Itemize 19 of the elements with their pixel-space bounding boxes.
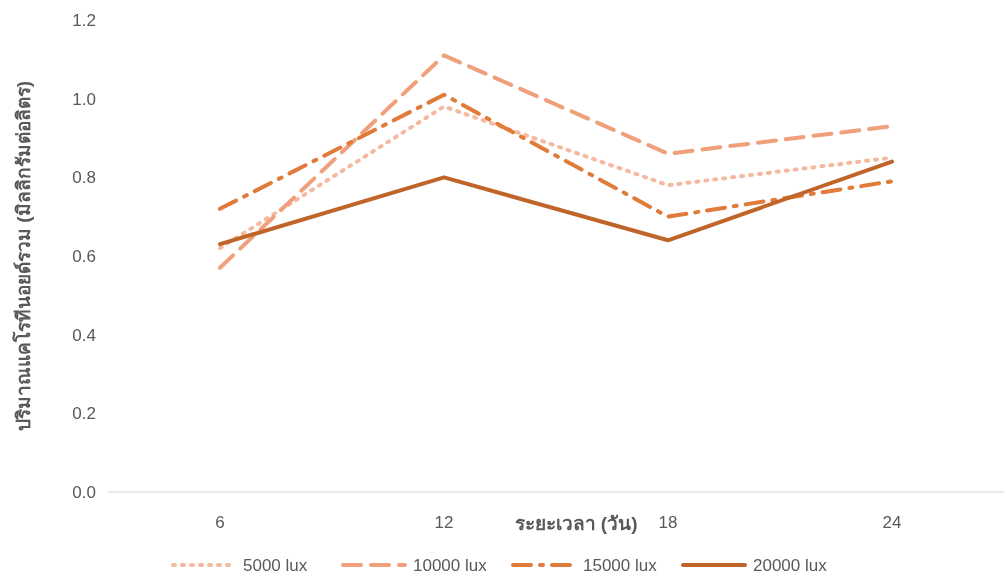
y-tick-label: 1.2 [72,10,96,30]
legend-label: 20000 lux [753,556,828,575]
y-tick-label: 0.6 [72,246,96,266]
y-axis-title: ปริมาณแคโรทีนอยด์รวม (มิลลิกรัมต่อลิตร) [12,81,34,431]
x-axis-title: ระยะเวลา (วัน) [514,513,638,534]
legend-label: 10000 lux [413,556,488,575]
y-tick-label: 0.2 [72,404,96,424]
line-series [218,159,894,247]
legend-label: 15000 lux [583,556,658,575]
line-series [218,92,894,219]
y-tick-label: 1.0 [72,89,96,109]
y-tick-label: 0.8 [72,168,96,188]
x-tick-label: 18 [658,513,678,532]
y-tick-label: 0.0 [72,482,96,502]
legend-label: 5000 lux [243,556,308,575]
x-tick-label: 24 [882,513,902,532]
x-tick-label: 12 [434,513,454,532]
y-tick-label: 0.4 [72,325,96,345]
x-tick-label: 6 [215,513,225,532]
